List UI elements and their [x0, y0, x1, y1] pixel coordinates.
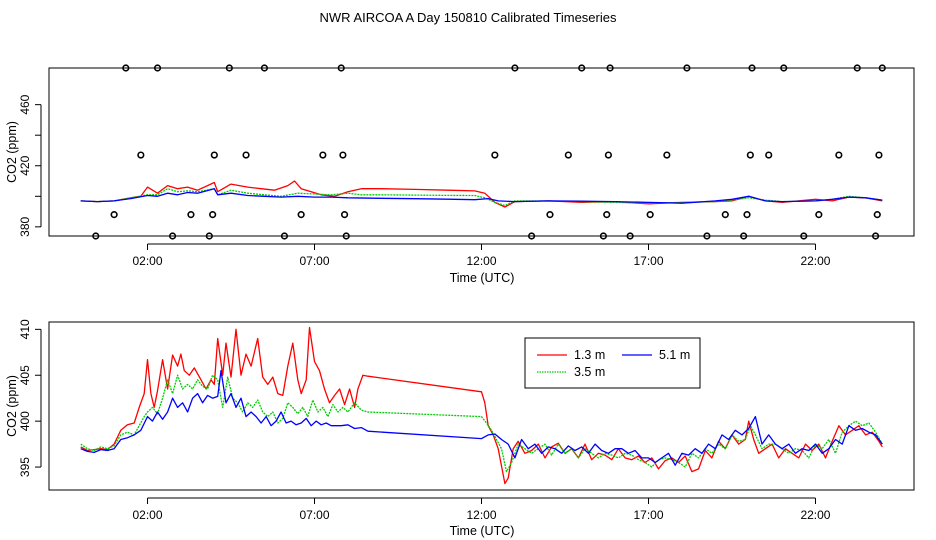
bottom-panel-lines [80, 326, 883, 485]
top-outlier-point [748, 64, 756, 72]
top-y-axis-title: CO2 (ppm) [5, 121, 19, 183]
legend: 1.3 m 5.1 m 3.5 m [524, 337, 701, 389]
top-plot-frame [48, 67, 915, 237]
top-outlier-point [340, 211, 349, 219]
top-x-tick-label: 02:00 [133, 254, 163, 268]
top-outlier-point [205, 232, 213, 240]
top-x-axis: 02:00 07:00 12:00 17:00 22:00 [133, 243, 831, 268]
top-outlier-point [740, 232, 748, 240]
top-x-tick-label: 17:00 [633, 254, 663, 268]
top-outlier-point [491, 151, 499, 159]
top-outlier-point [168, 232, 177, 240]
top-outlier-point [210, 151, 218, 159]
top-y-tick-label: 380 [18, 217, 32, 237]
top-outlier-point [319, 151, 327, 159]
bottom-series-line-1-3-m [80, 326, 883, 485]
top-outlier-point [721, 211, 729, 219]
top-panel: 02:00 07:00 12:00 17:00 22:00 380 420 460 Time… [5, 64, 915, 285]
bottom-x-tick-label: 02:00 [133, 508, 163, 522]
top-outlier-point [578, 64, 586, 72]
top-outlier-point [646, 211, 654, 219]
top-outlier-point [603, 211, 611, 219]
top-outlier-point [663, 151, 671, 159]
top-outlier-point [153, 64, 162, 72]
top-x-tick-label: 12:00 [466, 254, 496, 268]
top-x-axis-title: Time (UTC) [450, 271, 515, 285]
top-outlier-point [546, 211, 554, 219]
top-series-line-2 [80, 188, 883, 204]
top-outlier-point [110, 211, 118, 219]
top-outlier-point [871, 232, 880, 240]
legend-label-5-1m: 5.1 m [659, 348, 690, 362]
top-outlier-point [260, 64, 269, 72]
top-outlier-point [683, 64, 691, 72]
top-outlier-point [339, 151, 347, 159]
top-outlier-point [122, 64, 130, 72]
legend-label-3-5m: 3.5 m [574, 365, 605, 379]
top-outlier-point [280, 232, 289, 240]
top-x-tick-label: 07:00 [299, 254, 329, 268]
top-series-line-1 [80, 188, 883, 207]
top-outlier-point [297, 211, 305, 219]
top-outlier-point [604, 151, 613, 159]
legend-label-1-3m: 1.3 m [574, 348, 605, 362]
figure-title: NWR AIRCOA A Day 150810 Calibrated Times… [320, 10, 617, 25]
top-outlier-point [878, 64, 886, 72]
bottom-panel: 02:00 07:00 12:00 17:00 22:00 395 400 405 410 T… [5, 319, 915, 538]
bottom-x-axis: 02:00 07:00 12:00 17:00 22:00 [133, 497, 831, 522]
top-outlier-point [511, 64, 519, 72]
top-outlier-point [342, 232, 350, 240]
top-outlier-point [337, 64, 345, 72]
bottom-y-tick-label: 405 [18, 365, 32, 385]
top-outlier-point [703, 232, 711, 240]
top-outlier-point [875, 151, 883, 159]
top-outlier-point [564, 151, 572, 159]
bottom-y-tick-label: 395 [18, 457, 32, 477]
top-outlier-point [626, 232, 634, 240]
top-y-axis: 380 420 460 [18, 94, 42, 237]
top-outlier-point [92, 232, 100, 240]
top-outlier-point [209, 211, 217, 219]
top-y-tick-label: 460 [18, 94, 32, 114]
bottom-y-axis: 395 400 405 410 [18, 319, 42, 477]
top-outlier-point [187, 211, 195, 219]
bottom-x-tick-label: 07:00 [299, 508, 329, 522]
bottom-x-axis-title: Time (UTC) [450, 524, 515, 538]
bottom-series-line-5-1-m [80, 370, 883, 466]
top-outlier-point [225, 64, 233, 72]
top-panel-marks [80, 64, 886, 240]
top-series-line-0 [80, 180, 883, 208]
bottom-y-tick-label: 410 [18, 319, 32, 339]
top-outlier-point [835, 151, 843, 159]
bottom-series-line-3-5-m [80, 374, 883, 473]
top-outlier-point [242, 151, 250, 159]
top-x-tick-label: 22:00 [800, 254, 830, 268]
top-outlier-point [815, 211, 823, 219]
top-outlier-point [137, 151, 145, 159]
top-outlier-point [853, 64, 861, 72]
bottom-plot-frame [48, 321, 915, 491]
top-outlier-point [780, 64, 788, 72]
top-outlier-point [873, 211, 881, 219]
legend-box [524, 337, 701, 389]
top-outlier-point [599, 232, 608, 240]
bottom-y-axis-title: CO2 (ppm) [5, 375, 19, 437]
top-y-tick-label: 420 [18, 155, 32, 175]
top-outlier-point [743, 211, 751, 219]
bottom-x-tick-label: 22:00 [800, 508, 830, 522]
top-outlier-point [746, 151, 754, 159]
bottom-y-tick-label: 400 [18, 411, 32, 431]
top-outlier-point [800, 232, 808, 240]
bottom-x-tick-label: 12:00 [466, 508, 496, 522]
bottom-x-tick-label: 17:00 [633, 508, 663, 522]
top-outlier-point [527, 232, 536, 240]
top-outlier-point [765, 151, 773, 159]
top-outlier-point [606, 64, 614, 72]
